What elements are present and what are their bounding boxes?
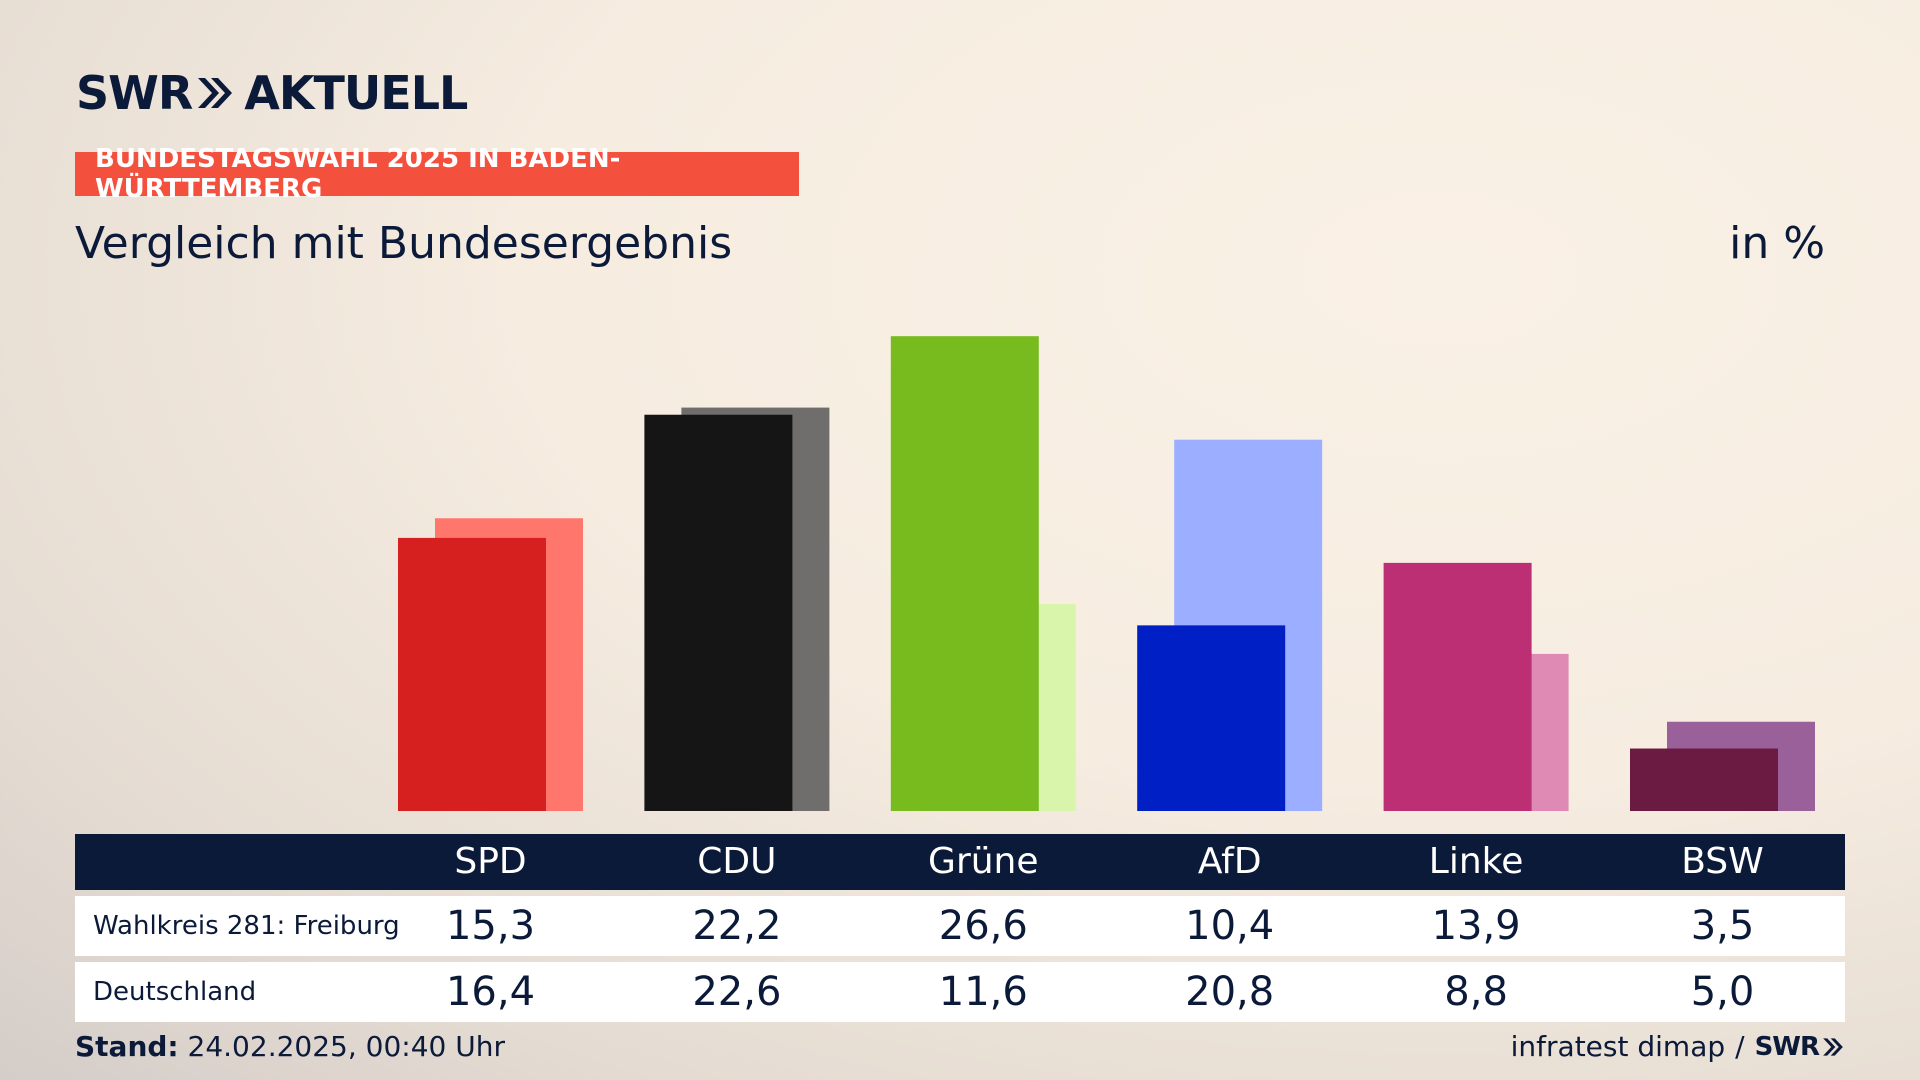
table-row: Deutschland 16,4 22,6 11,6 20,8 8,8 5,0 <box>75 962 1845 1022</box>
value-deutschland-linke: 8,8 <box>1444 969 1508 1015</box>
value-wahlkreis-linke: 13,9 <box>1431 903 1521 949</box>
row-label-deutschland: Deutschland <box>93 977 257 1007</box>
bar-wahlkreis-afd <box>1137 625 1286 811</box>
table-header: SPD CDU Grüne AfD Linke BSW <box>75 834 1845 890</box>
stand-label: Stand: <box>75 1030 179 1063</box>
stand-value: 24.02.2025, 00:40 Uhr <box>187 1030 505 1063</box>
swr-aktuell-logo: SWR AKTUELL <box>76 66 468 120</box>
value-wahlkreis-cdu: 22,2 <box>692 903 782 949</box>
source-separator: / <box>1735 1030 1745 1063</box>
header-bsw: BSW <box>1681 841 1764 882</box>
value-wahlkreis-gruene: 26,6 <box>938 903 1028 949</box>
results-table: SPD CDU Grüne AfD Linke BSW Wahlkreis 281: Fr… <box>75 834 1845 1022</box>
source-brand: SWR <box>1754 1031 1820 1062</box>
table-row: Wahlkreis 281: Freiburg 15,3 22,2 26,6 10,4… <box>75 896 1845 956</box>
header-spd: SPD <box>454 841 527 882</box>
bar-wahlkreis-bsw <box>1630 748 1778 811</box>
value-deutschland-cdu: 22,6 <box>692 969 782 1015</box>
chart-subtitle: Vergleich mit Bundesergebnis <box>75 218 733 269</box>
unit-label: in % <box>1729 218 1825 269</box>
source-credit: infratest dimap / SWR <box>1511 1030 1844 1063</box>
value-deutschland-spd: 16,4 <box>445 969 536 1015</box>
row-label-wahlkreis: Wahlkreis 281: Freiburg <box>93 911 400 941</box>
bar-wahlkreis-cdu <box>644 414 793 811</box>
bar-chart <box>398 336 1815 811</box>
value-deutschland-afd: 20,8 <box>1185 969 1275 1015</box>
value-wahlkreis-spd: 15,3 <box>445 903 536 949</box>
header-gruene: Grüne <box>928 841 1039 882</box>
bar-wahlkreis-spd <box>398 537 546 811</box>
source-text: infratest dimap <box>1510 1030 1726 1063</box>
value-wahlkreis-afd: 10,4 <box>1185 903 1275 949</box>
bar-wahlkreis-gruene <box>890 336 1039 811</box>
timestamp: Stand: 24.02.2025, 00:40 Uhr <box>75 1030 505 1063</box>
logo-aktuell-text: AKTUELL <box>244 66 468 120</box>
bar-wahlkreis-linke <box>1383 562 1532 811</box>
logo-swr-text: SWR <box>76 66 193 120</box>
header-linke: Linke <box>1428 841 1524 882</box>
double-chevron-icon <box>1823 1037 1843 1056</box>
value-wahlkreis-bsw: 3,5 <box>1690 903 1755 949</box>
header-cdu: CDU <box>697 841 777 882</box>
value-deutschland-gruene: 11,6 <box>938 969 1028 1015</box>
header-afd: AfD <box>1197 841 1262 882</box>
double-chevron-icon <box>198 78 233 108</box>
value-deutschland-bsw: 5,0 <box>1690 969 1755 1015</box>
